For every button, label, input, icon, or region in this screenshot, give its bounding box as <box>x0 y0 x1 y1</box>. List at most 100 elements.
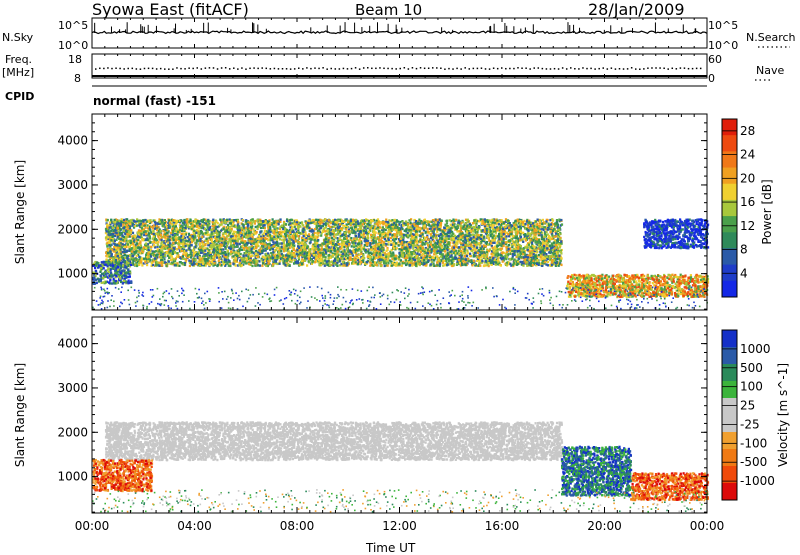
power-cell <box>269 234 271 236</box>
nave-dot <box>156 68 158 70</box>
power-cell <box>542 229 544 231</box>
power-cell <box>232 263 234 265</box>
power-cell <box>136 242 138 244</box>
power-cell <box>159 246 161 248</box>
nave-dot <box>233 67 235 69</box>
nave-dot <box>432 67 434 69</box>
power-cell <box>326 263 328 265</box>
power-cell <box>532 222 534 224</box>
power-cell <box>261 265 263 267</box>
nave-dot <box>119 68 121 70</box>
power-cell <box>398 248 400 250</box>
power-cell <box>446 244 448 246</box>
power-cell <box>475 241 477 243</box>
nave-dot <box>107 67 109 69</box>
power-cell <box>441 220 443 222</box>
nave-dot <box>485 68 487 70</box>
power-cell <box>245 236 247 238</box>
power-cell <box>342 261 344 263</box>
power-cell <box>147 224 149 226</box>
power-cell <box>168 219 170 221</box>
power-cell <box>433 259 435 261</box>
power-cell <box>392 252 394 254</box>
power-cell <box>328 237 330 239</box>
nave-dot <box>180 68 182 70</box>
power-cell <box>363 257 365 259</box>
power-cell <box>476 238 478 240</box>
nave-dot <box>464 67 466 69</box>
power-cell <box>354 226 356 228</box>
nave-dot <box>456 68 458 70</box>
power-cell <box>208 249 210 251</box>
power-cell <box>297 227 299 229</box>
power-cell <box>401 262 403 264</box>
nave-dot <box>420 67 422 69</box>
power-cell <box>519 220 521 222</box>
power-cell <box>445 260 447 262</box>
nave-dot <box>659 67 661 69</box>
nave-dot <box>217 68 219 70</box>
nave-dot <box>314 67 316 69</box>
nave-dot <box>140 68 142 70</box>
nave-dot <box>164 68 166 70</box>
nave-dot <box>639 68 641 70</box>
power-cell <box>430 225 432 227</box>
power-cell <box>168 257 170 259</box>
nave-dot <box>444 68 446 70</box>
nave-dot <box>424 68 426 70</box>
nave-dot <box>261 67 263 69</box>
power-cell <box>105 228 107 230</box>
power-cell <box>419 230 421 232</box>
nave-dot <box>521 67 523 69</box>
power-cell <box>181 233 183 235</box>
power-cell <box>255 231 257 233</box>
nave-dot <box>290 68 292 70</box>
power-cell <box>560 264 562 266</box>
power-cell <box>387 235 389 237</box>
power-cell <box>345 219 347 221</box>
power-cell <box>219 234 221 236</box>
power-cell <box>339 260 341 262</box>
nave-dot <box>379 67 381 69</box>
power-cell <box>305 234 307 236</box>
nave-dot <box>570 67 572 69</box>
nave-dot <box>477 68 479 70</box>
power-cell <box>238 235 240 237</box>
power-cell <box>390 237 392 239</box>
nave-dot <box>566 68 568 70</box>
power-cell <box>408 243 410 245</box>
power-cell <box>558 255 560 257</box>
power-cell <box>212 225 214 227</box>
power-cell <box>552 219 554 221</box>
nave-dot <box>533 67 535 69</box>
power-cell <box>147 246 149 248</box>
nave-dot <box>322 67 324 69</box>
nave-dot <box>343 68 345 70</box>
power-cell <box>360 253 362 255</box>
power-cell <box>552 256 554 258</box>
power-cell <box>283 222 285 224</box>
power-cell <box>181 230 183 232</box>
power-cell <box>295 228 297 230</box>
nave-dot <box>676 68 678 70</box>
nave-dot <box>635 68 637 70</box>
nave-dot <box>184 68 186 70</box>
power-cell <box>544 226 546 228</box>
nave-dot <box>245 68 247 70</box>
power-cell <box>439 237 441 239</box>
power-cell <box>252 218 254 220</box>
power-cell <box>282 228 284 230</box>
power-cell <box>439 229 441 231</box>
nave-dot <box>655 67 657 69</box>
power-cell <box>169 222 171 224</box>
nave-dot <box>302 68 304 70</box>
nave-dot <box>696 68 698 70</box>
power-cell <box>255 226 257 228</box>
power-cell <box>108 229 110 231</box>
power-cell <box>367 225 369 227</box>
power-cell <box>123 230 125 232</box>
nave-dot <box>160 68 162 70</box>
nave-dot <box>428 68 430 70</box>
power-cell <box>372 239 374 241</box>
